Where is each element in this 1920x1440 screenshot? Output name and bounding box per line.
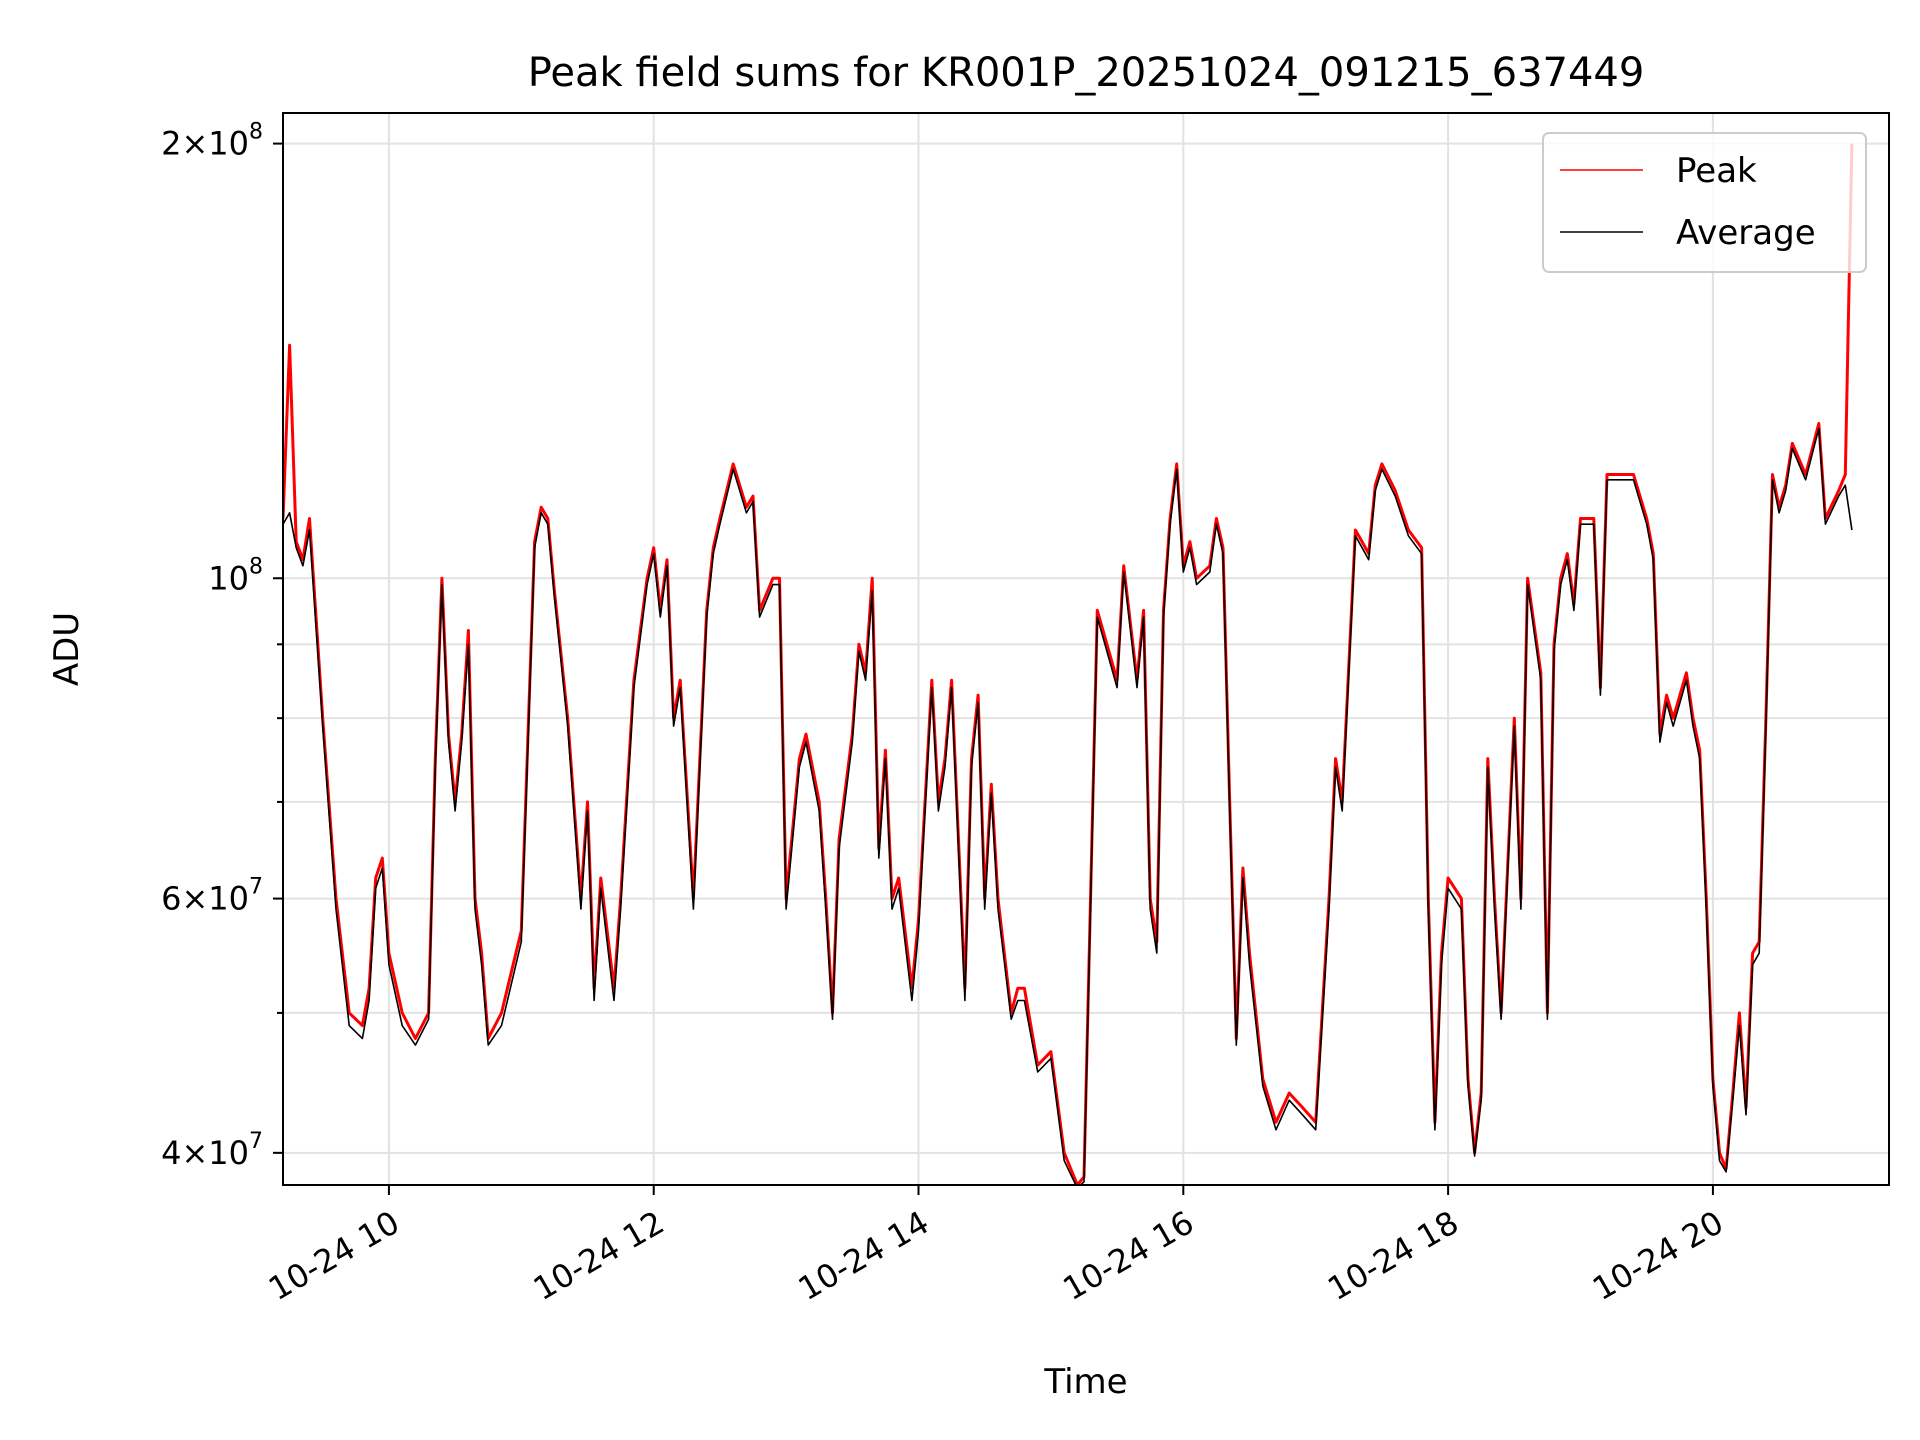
legend: Peak Average [1542, 132, 1867, 273]
y-axis-label: ADU [47, 612, 87, 686]
series-line-average [283, 427, 1853, 1185]
legend-label-peak: Peak [1676, 151, 1757, 191]
series-layer [283, 143, 1854, 1185]
x-axis-label: Time [1043, 1362, 1127, 1402]
y-tick-label: 108 [208, 554, 263, 597]
y-tick-label: 4×107 [161, 1129, 263, 1172]
chart-title: Peak field sums for KR001P_20251024_0912… [528, 50, 1645, 96]
y-tick-label: 2×108 [161, 120, 263, 163]
legend-label-average: Average [1676, 213, 1816, 253]
y-tick-label: 6×107 [161, 875, 263, 918]
plot-frame [282, 112, 1890, 1186]
legend-frame [1542, 132, 1867, 273]
